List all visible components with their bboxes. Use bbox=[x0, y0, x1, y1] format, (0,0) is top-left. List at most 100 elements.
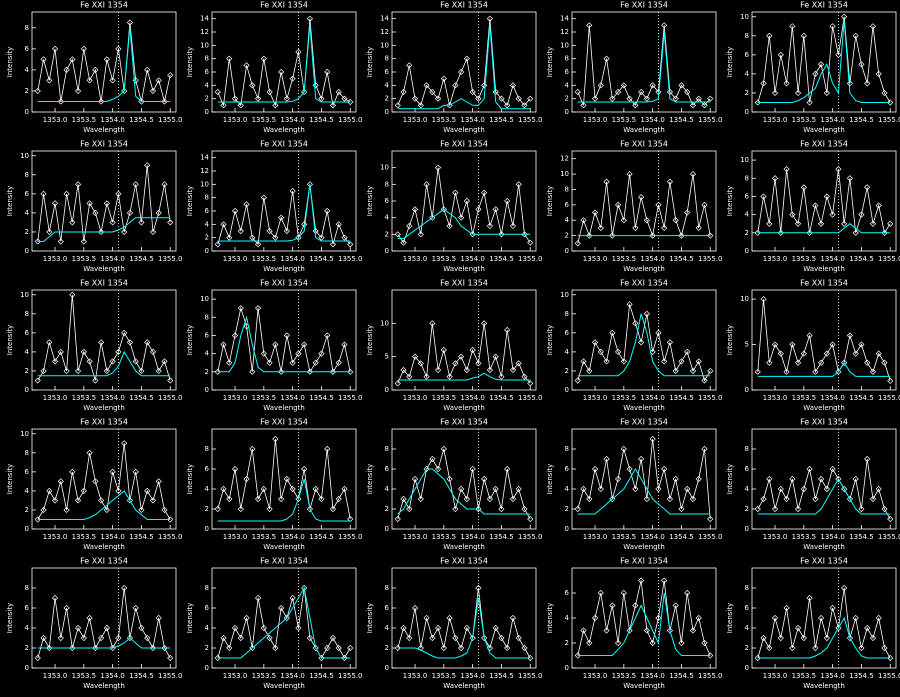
plot-frame bbox=[571, 428, 717, 530]
data-point bbox=[812, 202, 819, 209]
data-point bbox=[394, 380, 401, 387]
data-point bbox=[481, 320, 488, 327]
data-point bbox=[103, 624, 110, 632]
data-point bbox=[509, 366, 517, 374]
data-point bbox=[231, 207, 239, 215]
data-point bbox=[858, 341, 865, 348]
data-point bbox=[278, 368, 285, 375]
data-point bbox=[51, 200, 59, 207]
data-point bbox=[661, 22, 668, 29]
plot-frame bbox=[571, 11, 717, 113]
data-point bbox=[777, 350, 784, 357]
x-tick-label: 1354.5 bbox=[309, 394, 334, 402]
data-point bbox=[155, 614, 162, 622]
panel: Fe XXI 1354 0 2 4 6 8 1353.0 1353.5 1354.0 1354.5… bbox=[366, 418, 542, 552]
data-point bbox=[226, 234, 233, 241]
data-point bbox=[249, 445, 256, 453]
data-point bbox=[475, 206, 482, 213]
data-point bbox=[672, 602, 679, 609]
data-point bbox=[852, 229, 859, 236]
data-point bbox=[57, 348, 64, 355]
data-point bbox=[661, 358, 668, 365]
data-point bbox=[632, 320, 639, 327]
data-point bbox=[597, 348, 604, 355]
y-tick-label: 4 bbox=[205, 485, 210, 493]
data-point bbox=[34, 87, 41, 95]
panel: Fe XXI 1354 0 2 4 6 8 10 1353.0 1353.5 1354.0 1354… bbox=[366, 140, 542, 274]
data-point bbox=[329, 241, 337, 248]
data-line bbox=[37, 165, 171, 242]
data-point bbox=[272, 102, 279, 109]
fit-line bbox=[37, 27, 171, 102]
data-point bbox=[446, 475, 453, 483]
data-point bbox=[411, 604, 419, 612]
fit-line bbox=[577, 592, 711, 656]
data-line bbox=[577, 25, 711, 107]
data-point bbox=[237, 305, 244, 312]
x-tick-label: 1353.5 bbox=[432, 116, 457, 124]
data-point bbox=[324, 332, 331, 339]
y-tick-label: 14 bbox=[380, 15, 389, 23]
data-point bbox=[306, 15, 314, 22]
y-tick-label: 2 bbox=[565, 95, 569, 103]
data-point bbox=[243, 201, 250, 208]
data-point bbox=[463, 366, 470, 374]
plot-frame bbox=[211, 11, 357, 113]
data-point bbox=[452, 360, 459, 367]
data-point bbox=[881, 89, 888, 97]
panel: Fe XXI 1354 0 2 4 6 8 1353.0 1353.5 1354.0 1354.5… bbox=[726, 418, 900, 552]
data-point bbox=[887, 377, 894, 385]
y-axis-label: Intensity bbox=[366, 603, 374, 633]
y-tick-label: 6 bbox=[205, 68, 210, 76]
data-point bbox=[638, 88, 645, 96]
data-point bbox=[161, 644, 168, 652]
y-tick-label: 6 bbox=[385, 197, 390, 205]
x-tick-label: 1355.0 bbox=[518, 116, 543, 124]
x-axis-label: Wavelength bbox=[263, 126, 305, 134]
data-point bbox=[818, 359, 825, 366]
data-point bbox=[341, 95, 348, 102]
fit-line bbox=[757, 478, 891, 515]
x-tick-label: 1355.0 bbox=[158, 533, 183, 541]
panel: Fe XXI 1354 0 2 4 6 8 10 1353.0 1353.5 1354.0 1354… bbox=[186, 279, 362, 413]
x-tick-label: 1353.0 bbox=[223, 255, 248, 263]
data-point bbox=[109, 77, 116, 84]
data-point bbox=[440, 445, 447, 453]
data-point bbox=[144, 339, 151, 346]
y-tick-label: 0 bbox=[25, 525, 29, 533]
data-point bbox=[881, 229, 888, 236]
data-point bbox=[417, 102, 424, 109]
y-tick-label: 10 bbox=[200, 295, 209, 303]
data-point bbox=[626, 627, 633, 634]
x-tick-label: 1353.5 bbox=[252, 672, 277, 680]
data-point bbox=[643, 627, 650, 634]
y-tick-label: 10 bbox=[740, 295, 749, 303]
fit-line bbox=[577, 31, 711, 103]
data-point bbox=[440, 75, 447, 82]
data-point bbox=[109, 219, 116, 226]
data-point bbox=[231, 332, 239, 339]
data-point bbox=[754, 368, 761, 375]
x-tick-label: 1353.5 bbox=[792, 255, 817, 263]
data-point bbox=[347, 644, 354, 652]
y-tick-label: 4 bbox=[25, 624, 30, 632]
x-tick-label: 1353.5 bbox=[252, 394, 277, 402]
x-tick-label: 1353.0 bbox=[43, 255, 68, 263]
data-point bbox=[126, 19, 134, 26]
data-point bbox=[527, 515, 534, 523]
chart-title: Fe XXI 1354 bbox=[440, 140, 488, 149]
data-point bbox=[289, 594, 296, 602]
data-point bbox=[777, 229, 784, 236]
data-point bbox=[643, 495, 650, 503]
plot-frame bbox=[751, 150, 897, 252]
data-point bbox=[823, 634, 830, 642]
x-tick-label: 1353.5 bbox=[432, 672, 457, 680]
y-tick-label: 6 bbox=[205, 465, 210, 473]
data-point bbox=[695, 358, 702, 365]
data-point bbox=[312, 82, 319, 89]
data-point bbox=[486, 222, 494, 230]
x-tick-label: 1353.0 bbox=[403, 533, 428, 541]
data-point bbox=[266, 359, 273, 366]
x-tick-label: 1353.0 bbox=[403, 394, 428, 402]
data-point bbox=[835, 166, 842, 173]
